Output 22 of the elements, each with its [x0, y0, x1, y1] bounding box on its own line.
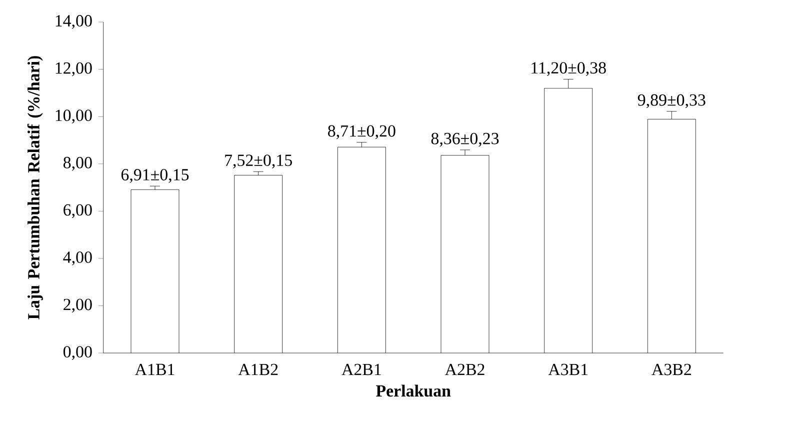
x-axis-title: Perlakuan — [376, 384, 451, 397]
y-tick-label: 14,00 — [56, 15, 92, 29]
data-label: 8,71±0,20 — [328, 125, 396, 140]
y-tick-label: 8,00 — [63, 156, 92, 171]
x-tick-label: A3B2 — [652, 364, 691, 376]
y-tick-label: 0,00 — [63, 346, 92, 360]
y-tick-label: 10,00 — [56, 110, 92, 124]
data-label: 6,91±0,15 — [121, 169, 189, 183]
x-tick-label: A1B1 — [134, 364, 174, 376]
x-tick-label: A3B1 — [548, 364, 588, 376]
y-tick-label: 4,00 — [63, 251, 92, 266]
y-tick-label: 12,00 — [56, 62, 92, 76]
x-tick-label: A1B2 — [238, 364, 278, 376]
y-axis-title: Laju Pertumbuhan Relatif (%/hari) — [27, 56, 43, 320]
y-tick-label: 6,00 — [64, 204, 92, 218]
data-label: 11,20±0,38 — [532, 62, 606, 76]
x-tick-label: A2B2 — [444, 364, 484, 376]
x-tick-label: A2B1 — [342, 364, 381, 376]
data-label: 9,89±0,33 — [638, 94, 706, 108]
data-label: 7,52±0,15 — [225, 154, 292, 168]
y-tick-label: 2,00 — [64, 298, 92, 313]
data-label: 8,36±0,23 — [431, 132, 499, 147]
